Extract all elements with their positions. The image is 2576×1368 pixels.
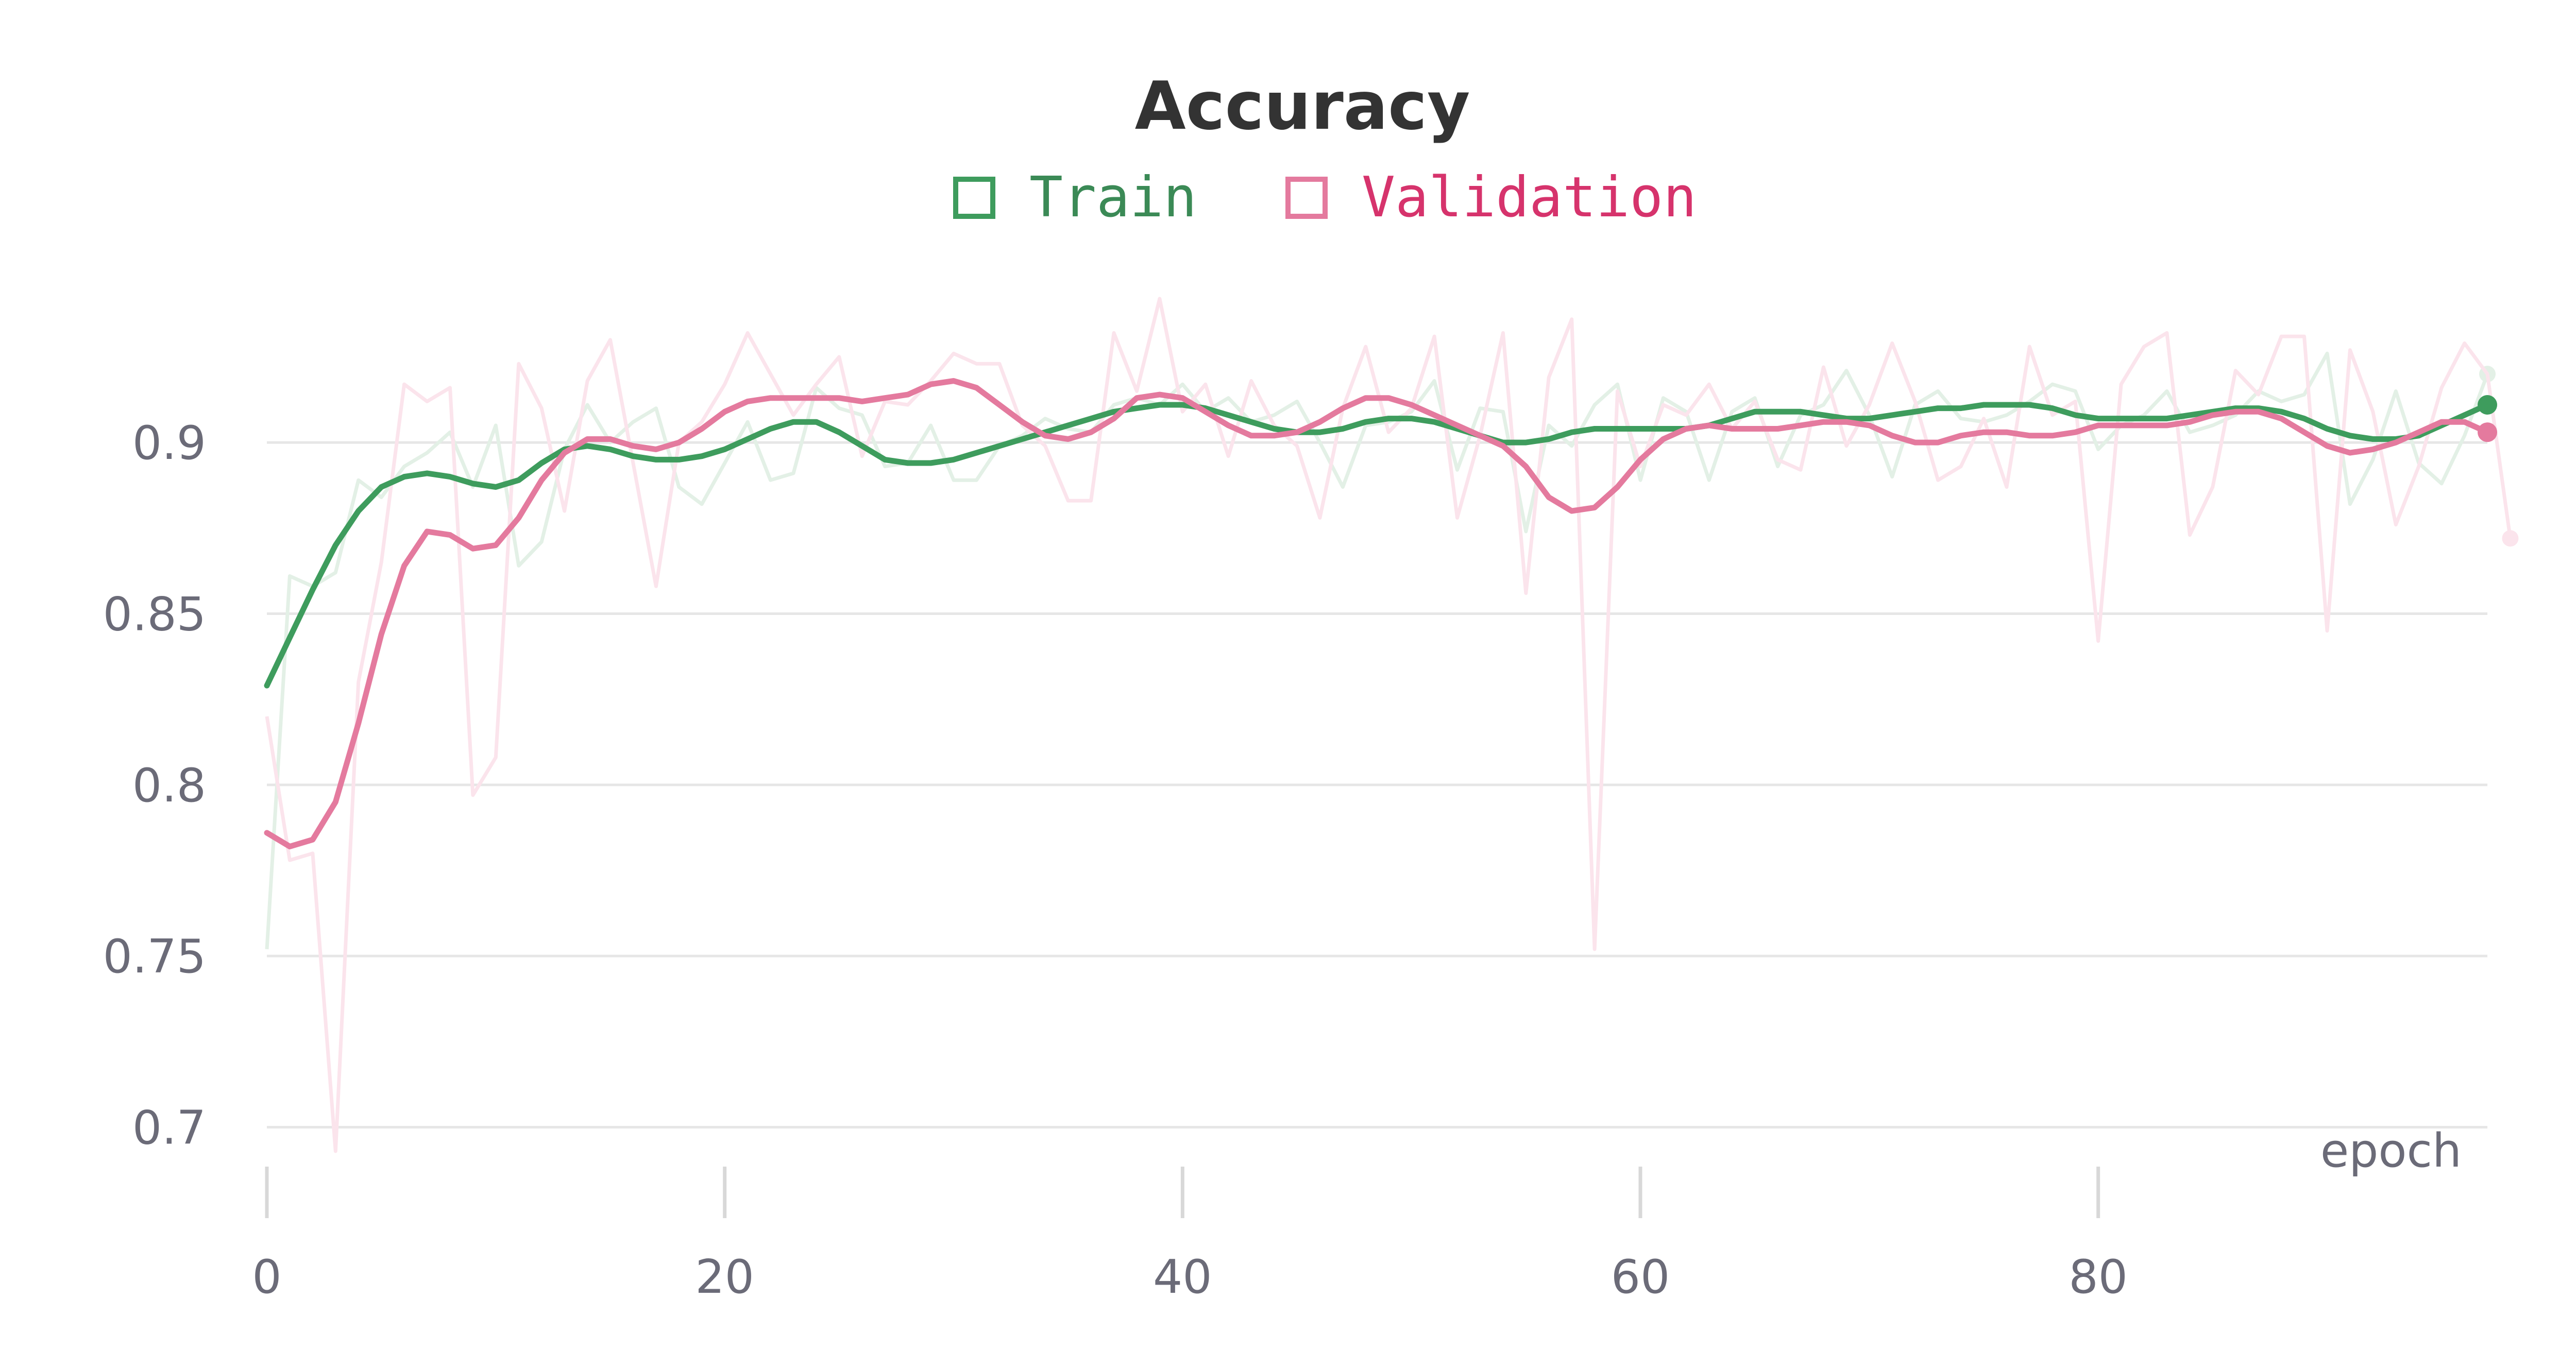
x-tick-label: 80 <box>2069 1250 2128 1304</box>
y-tick-label: 0.75 <box>103 930 206 984</box>
x-tick-label: 20 <box>695 1250 754 1304</box>
x-tick-label: 60 <box>1611 1250 1670 1304</box>
x-axis-label: epoch <box>2320 1124 2462 1178</box>
smoothed-series-lines <box>264 378 2497 849</box>
legend-swatch-validation <box>1285 177 1328 219</box>
grid-lines <box>267 441 2487 1129</box>
legend: Train Validation <box>953 165 1697 230</box>
series-end-point-train[interactable] <box>2478 395 2497 415</box>
legend-item-validation[interactable]: Validation <box>1285 165 1697 230</box>
series-line-train[interactable] <box>264 402 2490 689</box>
y-tick-label: 0.8 <box>132 759 206 813</box>
series-end-point-validation[interactable] <box>2478 422 2497 442</box>
legend-label-validation: Validation <box>1362 165 1697 230</box>
raw-line-validation <box>265 297 2512 1153</box>
legend-item-train[interactable]: Train <box>953 165 1197 230</box>
y-tick-label: 0.7 <box>132 1101 206 1155</box>
y-axis: 0.7 0.75 0.8 0.85 0.9 <box>103 416 206 1155</box>
legend-swatch-train <box>953 177 995 219</box>
x-tick-label: 0 <box>252 1250 281 1304</box>
raw-end-point-validation <box>2502 530 2519 547</box>
y-tick-label: 0.85 <box>103 587 206 641</box>
series-line-validation[interactable] <box>264 378 2490 849</box>
y-tick-label: 0.9 <box>132 416 206 470</box>
raw-series-lines <box>265 297 2519 1153</box>
legend-label-train: Train <box>1029 165 1197 230</box>
x-tick-label: 40 <box>1153 1250 1212 1304</box>
x-axis: 0 20 40 60 80 <box>252 1167 2128 1304</box>
chart-title: Accuracy <box>1135 68 1470 145</box>
